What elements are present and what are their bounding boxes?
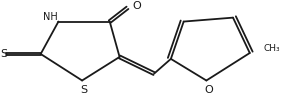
Text: O: O (204, 85, 213, 95)
Text: S: S (1, 49, 8, 59)
Text: NH: NH (43, 12, 58, 22)
Text: O: O (132, 1, 141, 11)
Text: S: S (81, 85, 88, 95)
Text: CH₃: CH₃ (264, 44, 280, 53)
